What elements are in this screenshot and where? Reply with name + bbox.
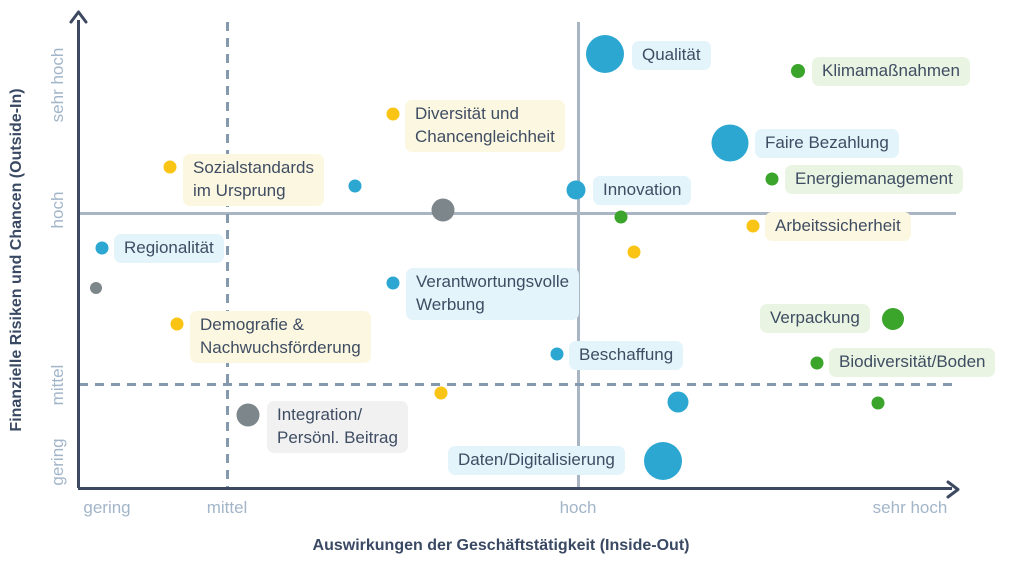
y-tick-sehr-hoch: sehr hoch [48, 47, 67, 123]
arbeitssicherheit-label: Arbeitssicherheit [765, 212, 911, 241]
regionalitaet-label: Regionalität [114, 234, 224, 263]
integration-persoenl-beitrag-label: Integration/ Persönl. Beitrag [267, 401, 408, 453]
beschaffung-dot [550, 347, 564, 361]
sozialstandards-im-ursprung-dot [163, 160, 177, 174]
diversitaet-und-chancengleichheit-dot [386, 107, 400, 121]
unlabeled-blue-upper-dot [348, 179, 362, 193]
unlabeled-green-lower-dot [871, 396, 885, 410]
innovation-dot [566, 180, 586, 200]
klimamassnahmen-label: Klimamaßnahmen [812, 57, 970, 86]
x-tick-mittel: mittel [206, 498, 248, 517]
energiemanagement-dot [765, 172, 779, 186]
daten-digitalisierung-dot [644, 442, 682, 480]
faire-bezahlung-label: Faire Bezahlung [755, 129, 899, 158]
demografie-nachwuchsfoerderung-dot [170, 317, 184, 331]
gridline-vertical-hoch [577, 22, 580, 488]
y-tick-hoch: hoch [48, 191, 67, 229]
demografie-nachwuchsfoerderung-label: Demografie & Nachwuchsförderung [190, 311, 371, 363]
x-tick-sehr-hoch: sehr hoch [872, 498, 948, 517]
unlabeled-gray-center-dot [431, 198, 455, 222]
verpackung-label: Verpackung [760, 304, 870, 333]
beschaffung-label: Beschaffung [569, 341, 684, 370]
verantwortungsvolle-werbung-dot [386, 276, 400, 290]
gridline-horizontal-hoch [79, 212, 956, 215]
biodiversitaet-boden-dot [810, 356, 824, 370]
unlabeled-yellow-center-dot [627, 245, 641, 259]
arbeitssicherheit-dot [746, 219, 760, 233]
y-axis-line [77, 20, 80, 488]
x-tick-hoch: hoch [559, 498, 597, 517]
x-axis-arrow-icon [946, 480, 960, 499]
y-axis-title: Finanzielle Risiken und Chancen (Outside… [8, 88, 25, 432]
unlabeled-yellow-lower-dot [434, 386, 448, 400]
y-tick-mittel: mittel [48, 364, 67, 406]
gridline-vertical-mittel [226, 22, 229, 488]
y-tick-gering: gering [48, 438, 67, 486]
qualitaet-label: Qualität [632, 41, 711, 70]
energiemanagement-label: Energiemanagement [785, 165, 963, 194]
sozialstandards-im-ursprung-label: Sozialstandards im Ursprung [183, 154, 324, 206]
verpackung-dot [882, 308, 904, 330]
integration-persoenl-beitrag-dot [236, 403, 260, 427]
x-axis-line [78, 487, 952, 490]
gridline-horizontal-mittel [79, 383, 956, 386]
diversitaet-und-chancengleichheit-label: Diversität und Chancengleichheit [405, 100, 565, 152]
x-tick-gering: gering [83, 498, 131, 517]
y-axis-arrow-icon [69, 10, 88, 24]
qualitaet-dot [586, 35, 624, 73]
innovation-label: Innovation [593, 176, 692, 205]
daten-digitalisierung-label: Daten/Digitalisierung [448, 446, 625, 475]
unlabeled-gray-left-dot [90, 282, 102, 294]
verantwortungsvolle-werbung-label: Verantwortungsvolle Werbung [406, 268, 580, 320]
faire-bezahlung-dot [711, 124, 749, 162]
klimamassnahmen-dot [791, 64, 805, 78]
biodiversitaet-boden-label: Biodiversität/Boden [829, 348, 996, 377]
unlabeled-green-center-dot [614, 210, 628, 224]
x-axis-title: Auswirkungen der Geschäftstätigkeit (Ins… [312, 537, 690, 554]
regionalitaet-dot [95, 241, 109, 255]
unlabeled-blue-lower-dot [667, 391, 689, 413]
